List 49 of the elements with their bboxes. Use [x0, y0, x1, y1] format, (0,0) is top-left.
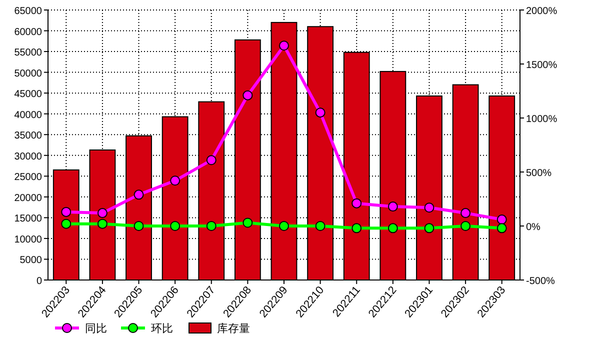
y-tick-label: 45000: [14, 89, 42, 100]
point: [315, 221, 326, 231]
point: [134, 190, 144, 200]
point: [206, 221, 216, 231]
legend-label: 库存量: [217, 322, 250, 335]
point: [279, 40, 289, 51]
y-tick-label: 40000: [14, 110, 42, 121]
point: [424, 202, 434, 213]
y-tick-label: 15000: [14, 214, 42, 225]
point: [496, 214, 507, 225]
point: [206, 155, 216, 166]
point: [61, 218, 72, 229]
point: [170, 221, 180, 231]
point: [279, 221, 289, 231]
point: [170, 176, 180, 186]
y2-tick-label: -500%: [526, 276, 556, 287]
y-tick-label: 60000: [14, 26, 42, 38]
point: [315, 108, 326, 118]
point: [97, 208, 108, 218]
point: [242, 218, 253, 228]
y-tick-label: 55000: [14, 48, 42, 59]
y2-tick-label: 1500%: [526, 60, 558, 71]
y2-tick-label: 2000%: [526, 6, 558, 17]
y2-tick-label: 0%: [526, 222, 541, 233]
point: [134, 221, 144, 231]
point: [424, 223, 434, 234]
y-tick-label: 0: [36, 276, 42, 287]
y-tick-label: 50000: [14, 68, 42, 80]
point: [242, 90, 253, 100]
point: [388, 202, 398, 212]
y2-tick-label: 1000%: [526, 114, 558, 125]
y-tick-label: 25000: [14, 172, 42, 184]
y-tick-label: 10000: [14, 234, 42, 246]
point: [388, 223, 398, 234]
y-tick-label: 20000: [14, 192, 42, 204]
point: [460, 221, 471, 231]
point: [61, 206, 72, 217]
y-tick-label: 65000: [14, 6, 42, 17]
y2-tick-label: 500%: [526, 168, 552, 179]
point: [496, 223, 507, 234]
legend-label: 环比: [151, 322, 173, 335]
point: [352, 223, 362, 234]
point: [460, 208, 471, 218]
y-tick-label: 30000: [14, 151, 42, 162]
y-tick-label: 35000: [14, 130, 42, 142]
point: [97, 218, 108, 229]
legend-label: 同比: [85, 322, 107, 335]
y-tick-label: 5000: [20, 255, 42, 266]
point: [352, 198, 362, 208]
